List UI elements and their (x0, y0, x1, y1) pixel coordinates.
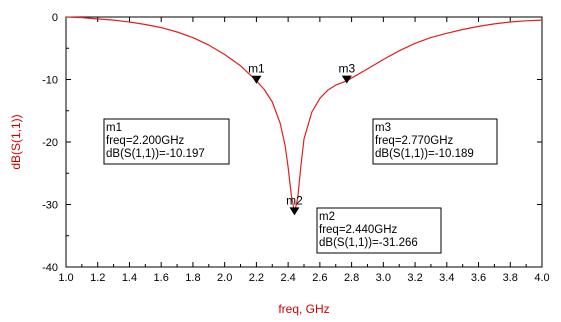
readout-line: m1 (106, 122, 122, 134)
axes: 1.0 1.2 1.4 1.6 1.8 2.0 2.2 2.4 2.6 2.8 3.0 3.2 3.4 3… (42, 12, 550, 284)
readout-line: freq=2.440GHz (319, 224, 398, 236)
marker-m3-label: m3 (339, 62, 356, 76)
readout-box (316, 207, 442, 254)
x-tick-label: 3.4 (439, 272, 454, 284)
readout-line: dB(S(1,1))=-10.197 (106, 148, 205, 160)
x-tick-label: 3.0 (376, 272, 391, 284)
y-tick-label: -20 (42, 137, 58, 149)
readout-line: dB(S(1,1))=-31.266 (319, 237, 418, 249)
x-tick-label: 2.6 (312, 272, 327, 284)
y-tick-label: -30 (42, 200, 58, 212)
annotation-layer: m1freq=2.200GHzdB(S(1,1))=-10.197m2freq=… (103, 118, 498, 254)
x-tick-label: 4.0 (534, 272, 549, 284)
x-tick-label: 1.2 (90, 272, 105, 284)
marker-m2-label: m2 (286, 193, 303, 207)
x-tick-label: 2.0 (217, 272, 232, 284)
marker-m1-triangle[interactable] (251, 75, 262, 84)
marker-m3-triangle[interactable] (341, 75, 352, 84)
x-tick-label: 2.8 (344, 272, 359, 284)
readout-box (103, 118, 230, 165)
x-tick-label: 3.8 (503, 272, 518, 284)
y-tick-label: -10 (42, 75, 58, 87)
y-axis-title: dB(S(1,1)) (9, 114, 23, 169)
x-tick-label: 3.2 (407, 272, 422, 284)
x-tick-label: 1.4 (122, 272, 137, 284)
x-tick-label: 1.0 (58, 272, 73, 284)
x-tick-label: 1.6 (154, 272, 169, 284)
x-tick-label: 3.6 (471, 272, 486, 284)
marker-m2-triangle[interactable] (289, 207, 300, 216)
x-tick-label: 2.4 (280, 272, 295, 284)
y-tick-label: -40 (42, 262, 58, 274)
x-tick-label: 2.2 (249, 272, 264, 284)
readout-line: freq=2.200GHz (106, 135, 185, 147)
readout-line: dB(S(1,1))=-10.189 (375, 148, 474, 160)
series-line-0 (65, 16, 543, 214)
readout-line: m2 (319, 211, 335, 223)
x-axis-title: freq, GHz (278, 302, 329, 316)
readout-line: freq=2.770GHz (375, 135, 454, 147)
x-tick-label: 1.8 (185, 272, 200, 284)
curve-layer (65, 16, 543, 214)
marker-layer: m1 m2 m3 (248, 62, 356, 216)
marker-m1-label: m1 (248, 62, 265, 76)
axis-labels: freq, GHz dB(S(1,1)) (9, 114, 330, 316)
readout-box (372, 118, 498, 165)
readout-line: m3 (375, 122, 391, 134)
y-tick-label: 0 (52, 12, 58, 24)
